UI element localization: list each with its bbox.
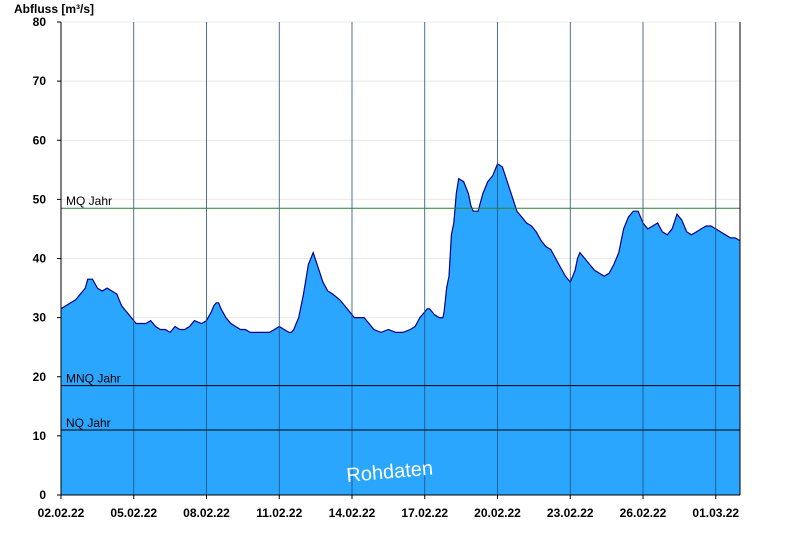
x-tick-label: 26.02.22 — [620, 506, 667, 520]
y-tick-label: 30 — [33, 311, 47, 325]
y-tick-label: 80 — [33, 15, 47, 29]
discharge-area — [60, 163, 741, 495]
y-tick-label: 20 — [33, 370, 47, 384]
x-tick-label: 17.02.22 — [401, 506, 448, 520]
reference-line-label: MQ Jahr — [66, 194, 112, 208]
y-tick-label: 40 — [33, 252, 47, 266]
x-tick-label: 02.02.22 — [38, 506, 85, 520]
x-tick-label: 01.03.22 — [692, 506, 739, 520]
x-tick-label: 23.02.22 — [547, 506, 594, 520]
y-tick-label: 60 — [33, 133, 47, 147]
x-tick-label: 14.02.22 — [329, 506, 376, 520]
x-tick-label: 20.02.22 — [474, 506, 521, 520]
discharge-line — [60, 163, 741, 334]
x-tick-label: 08.02.22 — [183, 506, 230, 520]
y-tick-label: 0 — [39, 488, 46, 502]
reference-lines: MQ Jahr MNQ Jahr NQ Jahr — [61, 194, 740, 431]
x-tick-labels: 02.02.22 05.02.22 08.02.22 11.02.22 14.02.22… — [38, 495, 739, 520]
y-tick-label: 70 — [33, 74, 47, 88]
reference-line-label: NQ Jahr — [66, 416, 111, 430]
x-tick-label: 05.02.22 — [110, 506, 157, 520]
y-tick-label: 50 — [33, 192, 47, 206]
reference-line-label: MNQ Jahr — [66, 372, 121, 386]
y-tick-label: 10 — [33, 429, 47, 443]
y-tick-labels: 0 10 20 30 40 50 60 70 80 — [33, 15, 61, 502]
vertical-day-gridlines — [133, 22, 717, 495]
y-axis-label: Abfluss [m³/s] — [14, 2, 94, 16]
x-tick-label: 11.02.22 — [256, 506, 302, 520]
